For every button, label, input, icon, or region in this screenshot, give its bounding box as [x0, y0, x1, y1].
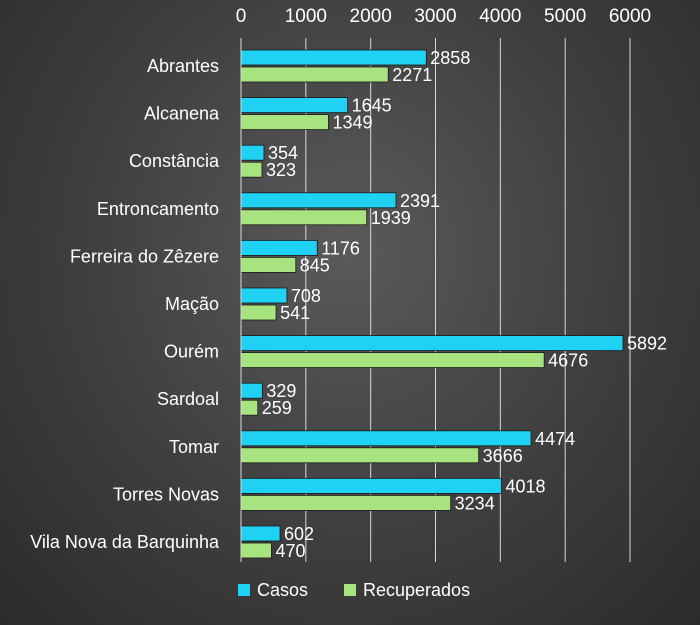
category-label: Torres Novas [113, 484, 219, 504]
value-label: 845 [300, 255, 330, 275]
legend-label: Casos [257, 580, 308, 600]
value-label: 354 [268, 143, 298, 163]
x-tick-label: 6000 [609, 6, 651, 27]
value-label: 329 [266, 381, 296, 401]
bar-casos [240, 430, 532, 447]
x-axis-tick-labels: 0 1000 2000 3000 4000 5000 6000 [236, 6, 651, 27]
value-label: 3234 [455, 493, 495, 513]
bar-recuperados [240, 66, 389, 83]
category-label: Constância [129, 151, 220, 171]
bar-casos [240, 477, 502, 494]
value-label: 1349 [332, 113, 372, 133]
category-label: Ourém [164, 342, 219, 362]
value-label: 708 [291, 286, 321, 306]
bar-recuperados [240, 161, 263, 178]
x-tick-label: 3000 [414, 6, 456, 27]
bar-recuperados [240, 114, 329, 130]
gridlines [305, 38, 631, 562]
legend: Casos Recuperados [238, 580, 470, 600]
value-label: 259 [262, 398, 292, 418]
bar-casos [240, 239, 318, 256]
value-label: 3666 [483, 446, 523, 466]
bar-casos [240, 382, 263, 399]
category-label: Mação [165, 294, 219, 314]
category-label: Tomar [169, 437, 219, 457]
x-tick-label: 0 [236, 6, 247, 27]
value-label: 1939 [371, 208, 411, 228]
value-label: 2858 [430, 48, 470, 68]
value-label: 2271 [392, 65, 432, 85]
value-label: 1176 [321, 238, 360, 258]
bar-recuperados [240, 494, 452, 511]
bar-recuperados [240, 447, 480, 464]
value-label: 2391 [400, 191, 440, 211]
bar-recuperados [240, 256, 297, 273]
x-tick-label: 2000 [350, 6, 392, 27]
category-labels: Abrantes Alcanena Constância Entroncamento F… [30, 56, 220, 552]
bar-casos [240, 144, 265, 161]
value-label: 470 [275, 541, 305, 561]
x-tick-label: 5000 [544, 6, 586, 27]
value-label: 5892 [627, 334, 667, 354]
value-label: 1645 [352, 96, 392, 116]
bar-recuperados [240, 304, 277, 321]
category-label: Abrantes [147, 56, 219, 76]
category-label: Alcanena [144, 104, 220, 124]
legend-label: Recuperados [363, 580, 470, 600]
category-label: Sardoal [157, 389, 219, 409]
bar-casos [240, 287, 288, 304]
category-label: Entroncamento [97, 199, 219, 219]
value-label: 602 [284, 524, 314, 544]
x-tick-label: 4000 [479, 6, 521, 27]
bar-casos [240, 97, 349, 113]
value-label: 323 [266, 160, 296, 180]
category-label: Ferreira do Zêzere [70, 246, 219, 266]
value-label: 4474 [535, 429, 575, 449]
bar-recuperados [240, 352, 545, 369]
value-label: 4018 [506, 476, 546, 496]
bar-recuperados [240, 542, 272, 559]
legend-swatch-recuperados [344, 584, 356, 596]
bar-casos [240, 192, 397, 209]
bar-casos [240, 335, 624, 352]
value-label: 4676 [548, 351, 588, 371]
category-label: Vila Nova da Barquinha [30, 532, 220, 552]
bar-recuperados [240, 399, 259, 416]
legend-swatch-casos [238, 584, 250, 596]
x-tick-label: 1000 [285, 6, 327, 27]
bar-casos [240, 49, 427, 66]
bar-casos [240, 525, 281, 542]
bar-recuperados [240, 209, 368, 226]
value-label: 541 [280, 303, 310, 323]
